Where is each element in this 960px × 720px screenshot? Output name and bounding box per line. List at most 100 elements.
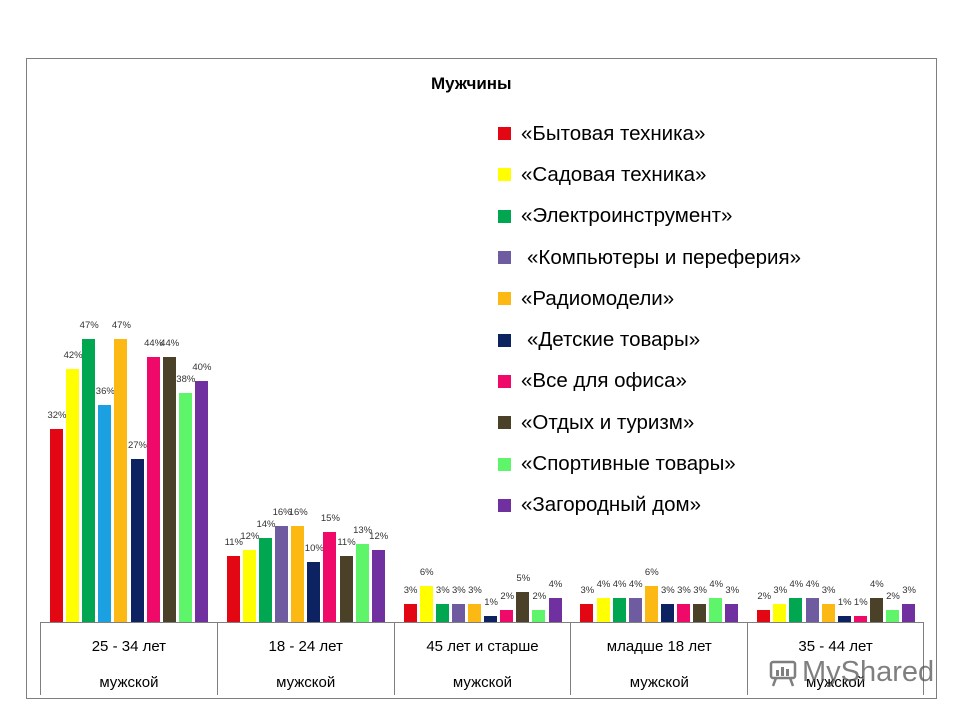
- x-subcategory-label: мужской: [276, 674, 336, 691]
- bar-value-label: 4%: [805, 578, 820, 590]
- bar: [66, 369, 80, 622]
- legend-label: «Электроинструмент»: [521, 204, 733, 228]
- bar: [580, 603, 594, 622]
- legend-item: «Все для офиса»: [498, 361, 801, 402]
- legend-label: «Детские товары»: [527, 328, 701, 352]
- bar: [902, 603, 916, 622]
- legend-label: «Отдых и туризм»: [521, 410, 695, 434]
- bar-value-label: 4%: [709, 578, 724, 590]
- legend-item: «Радиомодели»: [498, 278, 801, 319]
- legend-label: «Радиомодели»: [521, 286, 675, 310]
- bar-value-label: 3%: [693, 584, 707, 596]
- bar: [644, 585, 658, 622]
- bar: [371, 549, 385, 622]
- legend-item: «Садовая техника»: [498, 154, 801, 195]
- legend-swatch-icon: [498, 168, 511, 182]
- bar: [693, 603, 707, 622]
- bar: [50, 429, 63, 622]
- x-category-label: 45 лет и старше: [426, 638, 539, 655]
- bar: [451, 603, 465, 622]
- bar-value-label: 10%: [304, 542, 324, 554]
- bar-value-label: 2%: [757, 590, 772, 602]
- chart-frame: [26, 58, 937, 699]
- legend-swatch-icon: [498, 457, 511, 471]
- bar-value-label: 16%: [272, 506, 292, 518]
- x-category-label: 25 - 34 лет: [91, 638, 167, 655]
- presentation-board-icon: [769, 660, 797, 686]
- bar-value-label: 6%: [644, 566, 659, 578]
- bar: [259, 537, 272, 622]
- legend-swatch-icon: [498, 333, 511, 347]
- bar-value-label: 16%: [288, 506, 308, 518]
- legend-label: «Бытовая техника»: [521, 121, 706, 145]
- bar-value-label: 4%: [870, 578, 884, 590]
- bar-value-label: 27%: [127, 440, 147, 452]
- bar: [98, 405, 112, 622]
- bar: [757, 609, 771, 622]
- bar: [548, 597, 562, 622]
- bar: [596, 597, 610, 622]
- bar: [146, 357, 160, 622]
- bar-value-label: 3%: [403, 584, 418, 596]
- legend-item: «Детские товары»: [498, 319, 801, 360]
- bar-value-label: 2%: [500, 590, 515, 602]
- bar: [194, 381, 208, 622]
- x-axis-category-table: 25 - 34 лет мужской 18 - 24 лет мужской 45 л…: [40, 622, 924, 695]
- legend-swatch-icon: [498, 374, 511, 388]
- bar: [435, 603, 449, 622]
- bar: [114, 339, 128, 622]
- bar-value-label: 12%: [369, 530, 389, 542]
- bar: [291, 525, 305, 622]
- bar: [468, 603, 481, 622]
- legend-item: «Бытовая техника»: [498, 113, 801, 154]
- bar-value-label: 4%: [596, 578, 611, 590]
- bar-value-label: 14%: [256, 518, 276, 530]
- x-category-cell: 18 - 24 лет мужской: [216, 623, 394, 695]
- bar-value-label: 4%: [789, 578, 804, 590]
- bar-value-label: 42%: [63, 350, 83, 362]
- x-category-label: 35 - 44 лет: [798, 638, 873, 655]
- x-subcategory-label: мужской: [99, 674, 159, 691]
- bar-value-label: 5%: [516, 572, 531, 584]
- x-category-cell: 35 - 44 лет мужской: [747, 623, 924, 695]
- bar-value-label: 3%: [677, 584, 691, 596]
- bar: [484, 615, 498, 622]
- bar-value-label: 47%: [79, 320, 99, 332]
- bar-value-label: 3%: [725, 584, 740, 596]
- bar: [516, 591, 530, 622]
- bar-value-label: 38%: [176, 374, 196, 386]
- bar: [821, 603, 835, 622]
- bar: [709, 597, 723, 622]
- plot-area: 32% 42% 47% 36% 47% 27% 44% 44% 38% 40% 11% 12% 14% 1…: [40, 300, 924, 622]
- bar: [725, 603, 739, 622]
- legend-swatch-icon: [498, 251, 511, 265]
- legend: «Бытовая техника» «Садовая техника» «Элект…: [498, 113, 801, 526]
- bar-value-label: 47%: [111, 320, 131, 332]
- watermark: MyShared: [768, 656, 934, 689]
- legend-label: «Загородный дом»: [521, 493, 701, 517]
- legend-swatch-icon: [498, 498, 511, 512]
- bar: [275, 525, 289, 622]
- bar: [130, 459, 144, 622]
- legend-swatch-icon: [498, 127, 511, 141]
- bar-value-label: 6%: [419, 566, 434, 578]
- bar: [403, 603, 417, 622]
- bar: [178, 393, 192, 622]
- bar: [612, 597, 626, 622]
- bar-value-label: 3%: [580, 584, 595, 596]
- bar: [773, 603, 787, 622]
- bar: [162, 357, 176, 622]
- bar-value-label: 44%: [144, 338, 164, 350]
- bar-value-label: 2%: [886, 590, 900, 602]
- bar-value-label: 12%: [240, 530, 260, 542]
- bar: [242, 549, 256, 622]
- bar: [789, 597, 803, 622]
- legend-item: «Компьютеры и переферия»: [498, 237, 801, 278]
- bar: [869, 597, 883, 622]
- bar-value-label: 3%: [661, 584, 675, 596]
- bar: [419, 585, 433, 622]
- x-subcategory-label: мужской: [629, 674, 689, 691]
- bar: [323, 531, 337, 622]
- bar-value-label: 1%: [837, 596, 852, 608]
- legend-label: «Садовая техника»: [521, 162, 707, 186]
